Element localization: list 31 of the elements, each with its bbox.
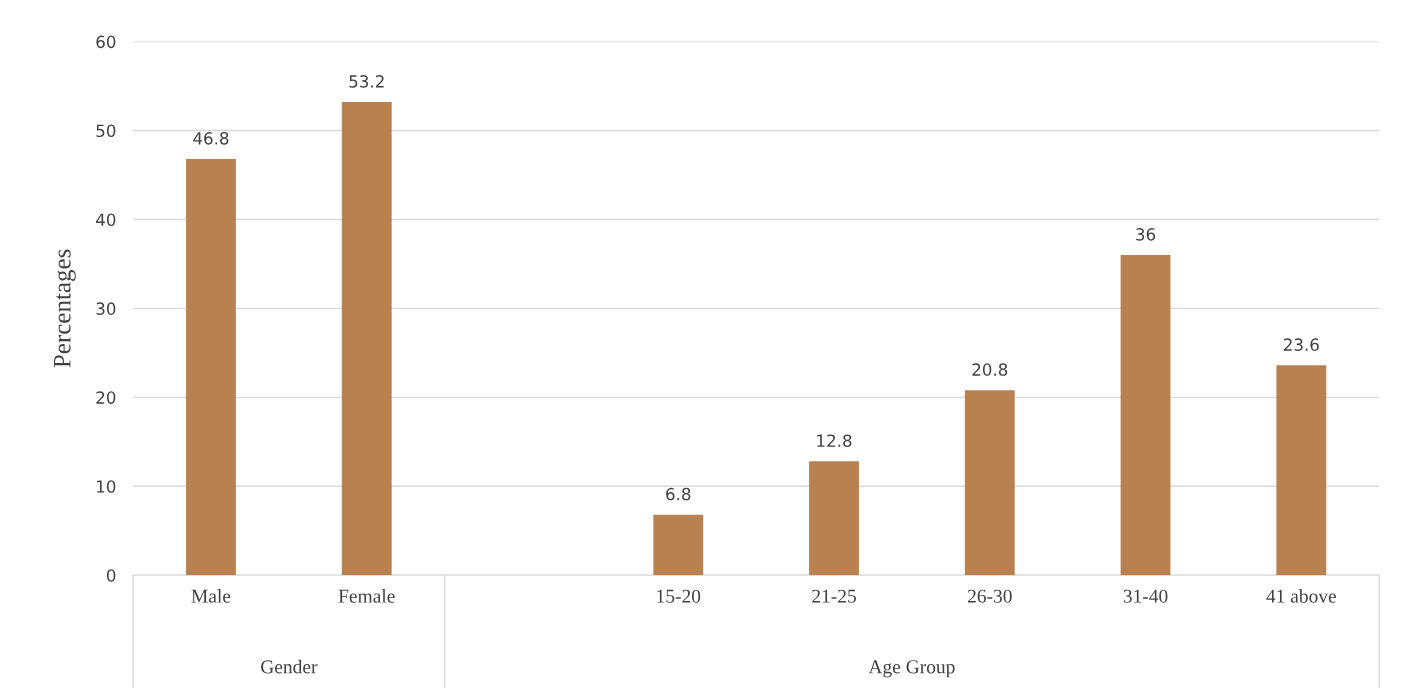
y-tick-label: 0 <box>106 569 116 582</box>
data-label: 23.6 <box>1283 338 1319 351</box>
bar <box>653 514 704 576</box>
x-tick-label: Female <box>338 589 395 603</box>
y-tick-label: 30 <box>96 302 116 315</box>
y-tick-label: 20 <box>96 391 116 404</box>
data-label: 36 <box>1136 228 1156 241</box>
bar <box>1120 255 1171 576</box>
text: Gender <box>261 659 318 674</box>
bar <box>186 158 236 576</box>
x-tick-label: 15-20 <box>657 589 701 603</box>
y-tick-label: 60 <box>96 35 116 49</box>
data-label: 20.8 <box>972 363 1008 376</box>
bar <box>341 102 392 576</box>
data-label: 12.8 <box>817 434 852 448</box>
x-tick-label: 41 above <box>1266 589 1336 603</box>
data-label: 46.8 <box>193 132 229 145</box>
data-label: 6.8 <box>666 487 691 501</box>
x-tick-label: Male <box>191 589 231 603</box>
bar <box>809 461 859 576</box>
bar <box>1276 365 1327 576</box>
y-tick-label: 10 <box>97 480 116 493</box>
data-label: 53.2 <box>349 75 384 88</box>
text: Age Group <box>868 660 955 678</box>
x-tick-label: 26-30 <box>967 589 1012 603</box>
x-tick-label: 21-25 <box>812 589 856 603</box>
y-tick-label: 50 <box>96 124 116 138</box>
bar <box>964 390 1015 576</box>
y-axis-title: Percentages <box>54 249 76 368</box>
x-tick-label: 31-40 <box>1123 589 1168 603</box>
y-tick-label: 40 <box>96 213 116 227</box>
